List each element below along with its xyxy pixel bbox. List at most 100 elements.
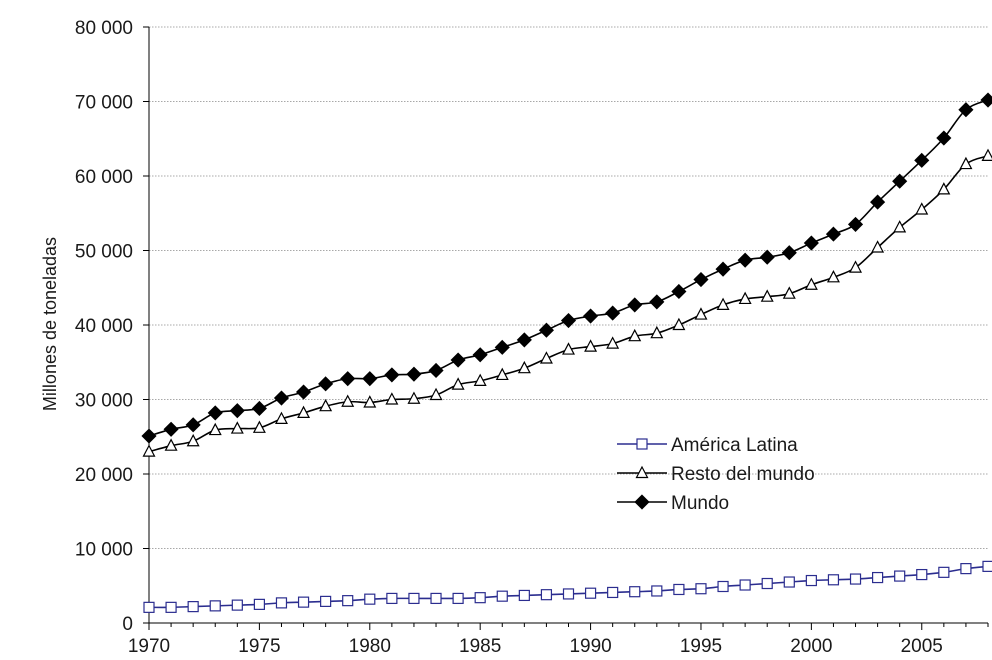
data-point-resto-del-mundo [341, 394, 355, 407]
data-point-mundo [560, 312, 577, 329]
data-point-resto-del-mundo [694, 307, 708, 320]
data-point-resto-del-mundo [208, 422, 222, 436]
series-line-america-latina [148, 565, 989, 609]
x-tick-label: 1995 [680, 636, 722, 657]
data-point-resto-del-mundo [385, 392, 399, 405]
data-point-america-latina [916, 568, 928, 581]
data-point-america-latina [805, 574, 817, 587]
data-point-mundo [825, 226, 842, 242]
data-point-resto-del-mundo [915, 202, 929, 215]
data-point-america-latina [562, 588, 575, 600]
series-line-mundo [148, 99, 989, 437]
legend-item-america-latina: América Latina [617, 435, 798, 456]
data-point-america-latina [143, 601, 155, 613]
data-point-america-latina [430, 592, 442, 605]
data-point-resto-del-mundo [893, 220, 907, 233]
data-point-resto-del-mundo [672, 317, 686, 331]
gridlines [149, 26, 988, 549]
data-point-resto-del-mundo [539, 351, 553, 364]
data-point-mundo [870, 194, 886, 210]
data-point-resto-del-mundo [252, 420, 266, 433]
data-point-mundo [627, 297, 643, 313]
data-point-resto-del-mundo [451, 377, 465, 390]
legend-label: Resto del mundo [671, 464, 815, 485]
data-point-america-latina [651, 585, 663, 597]
data-point-america-latina [275, 597, 288, 609]
data-point-america-latina [165, 601, 177, 613]
data-point-america-latina [783, 576, 795, 588]
legend-marker [636, 438, 648, 450]
data-point-mundo [516, 332, 532, 348]
x-tick-labels: 1970 1975 1980 1985 1990 1995 2000 2005 [128, 636, 943, 657]
data-point-resto-del-mundo [959, 156, 973, 170]
data-point-resto-del-mundo [871, 240, 885, 253]
data-point-resto-del-mundo [407, 391, 421, 404]
data-point-mundo [450, 352, 466, 368]
legend-label: América Latina [671, 435, 798, 456]
data-point-mundo [693, 271, 709, 288]
data-point-mundo [781, 245, 797, 261]
data-point-america-latina [253, 598, 265, 610]
data-point-mundo [980, 92, 992, 108]
data-point-mundo [649, 294, 665, 310]
y-tick-label: 30 000 [75, 391, 133, 412]
data-point-resto-del-mundo [517, 360, 531, 374]
data-point-mundo [295, 384, 312, 400]
data-point-mundo [273, 390, 290, 406]
data-point-america-latina [297, 596, 310, 608]
legend-item-mundo: Mundo [617, 493, 729, 514]
data-point-mundo [803, 235, 819, 251]
data-point-mundo [583, 308, 599, 324]
data-point-mundo [936, 130, 952, 146]
series-layer [141, 92, 992, 613]
x-tick-label: 2005 [901, 636, 943, 657]
data-point-america-latina [209, 600, 221, 612]
data-point-mundo [737, 252, 753, 268]
data-point-america-latina [187, 601, 199, 613]
x-tick-label: 2000 [790, 636, 832, 657]
data-point-mundo [384, 367, 400, 383]
data-point-america-latina [540, 589, 553, 601]
data-point-mundo [141, 428, 157, 444]
data-point-resto-del-mundo [849, 260, 863, 273]
data-point-america-latina [761, 577, 773, 590]
y-tick-label: 20 000 [75, 465, 133, 486]
data-point-america-latina [938, 566, 950, 578]
data-point-resto-del-mundo [650, 325, 664, 339]
data-point-resto-del-mundo [937, 182, 951, 195]
data-point-mundo [406, 366, 422, 382]
data-point-resto-del-mundo [606, 336, 620, 349]
data-point-resto-del-mundo [584, 339, 598, 352]
data-point-mundo [185, 417, 201, 433]
series-resto-del-mundo [142, 148, 992, 457]
data-point-mundo [340, 371, 356, 387]
legend-label: Mundo [671, 493, 729, 514]
x-tick-label: 1990 [569, 636, 611, 657]
data-point-america-latina [408, 592, 420, 605]
y-tick-label: 40 000 [75, 316, 133, 337]
data-point-america-latina [960, 563, 972, 575]
data-point-resto-del-mundo [230, 421, 244, 434]
data-point-mundo [759, 249, 775, 265]
series-mundo [141, 92, 992, 444]
data-point-america-latina [849, 573, 862, 585]
data-point-america-latina [518, 589, 530, 602]
data-point-resto-del-mundo [473, 373, 487, 386]
data-point-america-latina [364, 593, 376, 605]
data-point-america-latina [894, 570, 906, 582]
series-america-latina [143, 560, 992, 613]
data-point-mundo [251, 400, 267, 417]
data-point-america-latina [231, 599, 243, 611]
data-point-resto-del-mundo [142, 444, 156, 457]
data-point-mundo [318, 376, 334, 392]
data-point-resto-del-mundo [363, 395, 377, 408]
y-tick-label: 80 000 [75, 18, 133, 39]
data-point-america-latina [695, 583, 707, 595]
data-point-america-latina [629, 586, 641, 598]
data-point-mundo [671, 283, 687, 300]
data-point-resto-del-mundo [186, 433, 200, 447]
data-point-mundo [428, 362, 444, 379]
data-point-mundo [229, 403, 245, 419]
data-point-america-latina [342, 595, 354, 607]
data-point-america-latina [452, 592, 464, 605]
